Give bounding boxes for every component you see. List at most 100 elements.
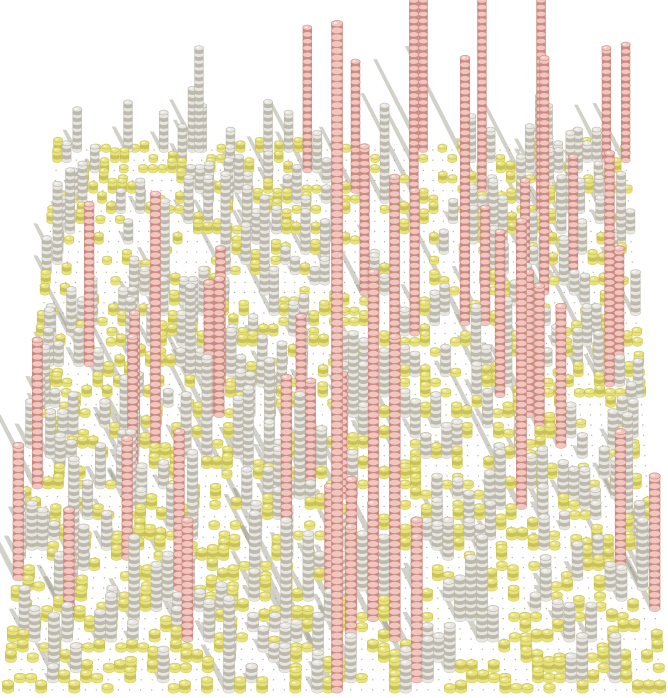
coin-stack (312, 130, 322, 174)
ground-dot (277, 169, 280, 172)
coin (418, 147, 429, 153)
ground-dot (198, 618, 200, 620)
coin-stack (283, 109, 294, 153)
ground-dot (74, 281, 77, 284)
stack-highlight (246, 158, 250, 161)
ground-dot (125, 271, 127, 273)
ground-dot (240, 658, 242, 661)
coin (476, 4, 487, 10)
ground-dot (554, 556, 556, 559)
ground-dot (446, 465, 448, 467)
stack-highlight (586, 179, 590, 181)
ground-dot (83, 424, 85, 426)
ground-dot (251, 648, 254, 650)
ground-dot (195, 679, 197, 681)
stack-top (88, 181, 99, 187)
coin (476, 99, 487, 106)
ground-dot (103, 587, 105, 589)
ground-dot (49, 230, 52, 233)
ground-dot (55, 169, 57, 172)
ground-dot (590, 424, 592, 426)
ground-dot (437, 587, 439, 589)
ground-dot (623, 638, 625, 640)
ground-dot (111, 465, 114, 467)
ground-dot (103, 302, 105, 304)
coin-stack (98, 167, 109, 184)
ground-dot (92, 577, 95, 579)
coin (408, 153, 419, 160)
ground-dot (557, 638, 560, 640)
stack-highlight (284, 175, 288, 178)
ground-dot (75, 271, 78, 273)
ground-dot (56, 495, 59, 498)
stack-highlight (257, 138, 261, 141)
ground-dot (372, 679, 374, 681)
ground-dot (148, 230, 150, 233)
ground-dot (560, 455, 563, 457)
ground-dot (521, 516, 523, 518)
ground-dot (600, 628, 603, 630)
coin-stack (157, 164, 168, 174)
ground-dot (109, 220, 111, 222)
stack-highlight (120, 175, 124, 178)
stack-highlight (372, 165, 376, 168)
ground-dot (224, 516, 226, 518)
ground-dot (91, 597, 93, 599)
coin (408, 45, 419, 51)
ground-dot (571, 455, 573, 457)
coin (302, 147, 313, 153)
ground-dot (600, 618, 602, 620)
stack-highlight (420, 155, 424, 158)
ground-dot (104, 567, 106, 569)
ground-dot (427, 689, 429, 691)
stack-highlight (178, 169, 182, 171)
ground-dot (383, 485, 385, 487)
ground-dot (140, 679, 142, 681)
ground-dot (257, 495, 259, 498)
ground-dot (218, 424, 220, 426)
ground-dot (372, 658, 374, 661)
ground-dot (118, 516, 121, 518)
ground-dot (354, 261, 356, 263)
ground-dot (315, 200, 318, 202)
ground-dot (640, 404, 643, 406)
ground-dot (113, 169, 115, 172)
ground-dot (240, 668, 242, 671)
ground-dot (42, 668, 44, 671)
ground-dot (44, 638, 47, 640)
ground-dot (533, 556, 535, 559)
ground-dot (627, 353, 629, 355)
stack-highlight (595, 162, 599, 164)
ground-dot (453, 251, 455, 253)
stack-body (621, 44, 631, 161)
ground-dot (372, 628, 374, 630)
ground-dot (630, 577, 632, 579)
ground-dot (103, 577, 106, 579)
coin-stack (262, 177, 273, 194)
ground-dot (422, 179, 425, 182)
ground-dot (326, 149, 328, 151)
coin-stack (311, 184, 322, 194)
ground-dot (374, 210, 376, 212)
ground-dot (513, 271, 515, 273)
ground-dot (426, 567, 428, 569)
ground-dot (372, 668, 374, 671)
stack-top (195, 164, 206, 170)
coin (350, 126, 361, 133)
ground-dot (490, 556, 492, 559)
coin (620, 137, 631, 143)
ground-dot (93, 179, 95, 182)
ground-dot (323, 291, 326, 294)
ground-dot (404, 495, 406, 498)
ground-dot (545, 332, 547, 335)
ground-dot (343, 281, 346, 284)
ground-dot (39, 577, 41, 579)
ground-dot (244, 556, 246, 559)
stack-highlight (189, 87, 193, 90)
ground-dot (426, 546, 428, 549)
coin (418, 52, 429, 58)
ground-dot (132, 179, 134, 182)
ground-dot (105, 556, 107, 559)
ground-dot (323, 322, 325, 324)
ground-dot (297, 567, 299, 569)
